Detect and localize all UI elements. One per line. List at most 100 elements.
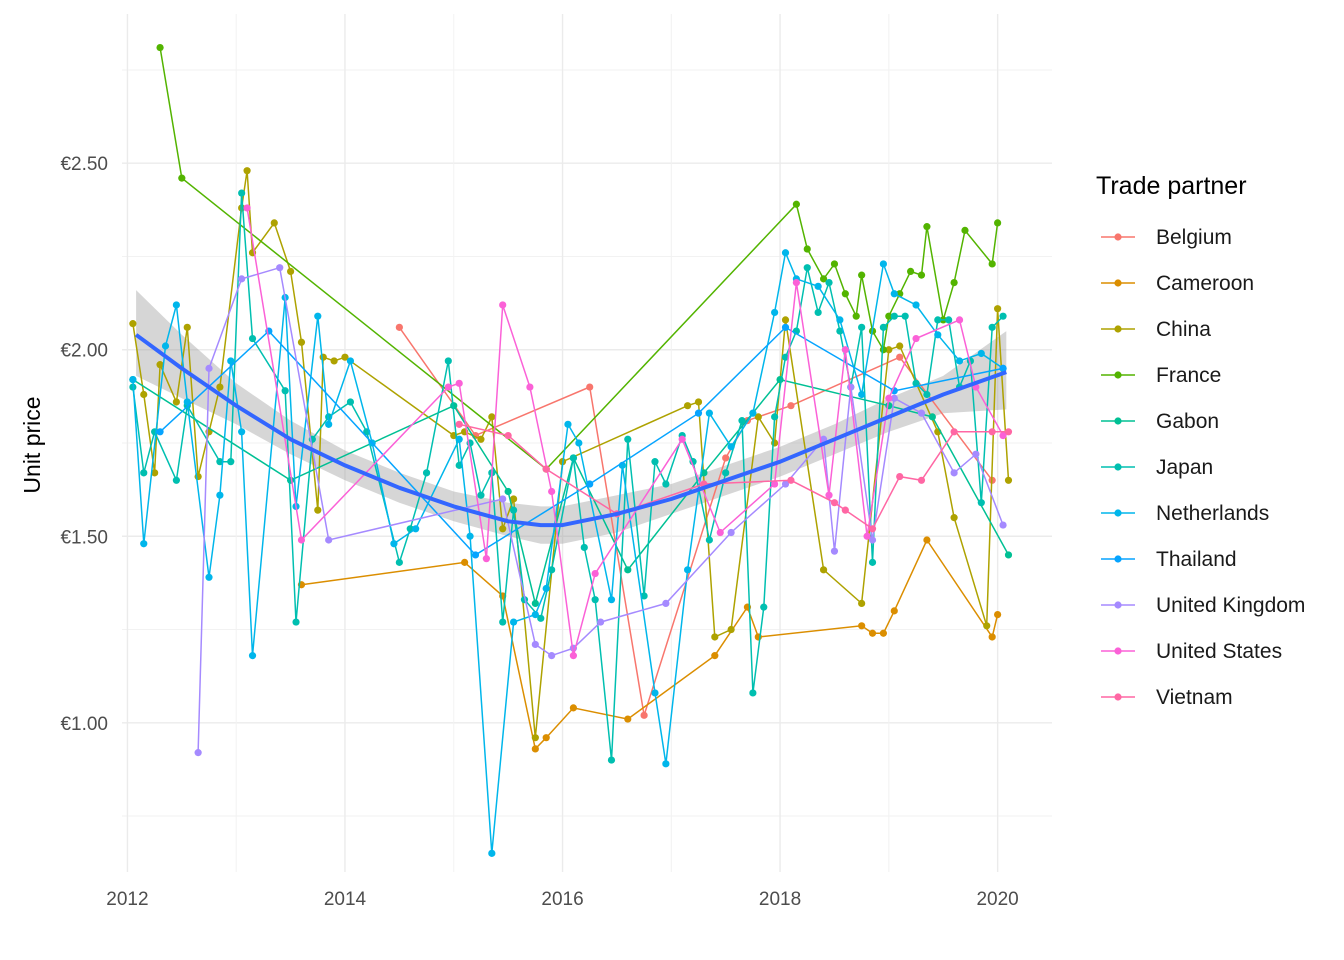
data-point-united-states xyxy=(499,301,507,309)
data-point-france xyxy=(988,260,996,268)
data-point-france xyxy=(803,245,811,253)
data-point-gabon xyxy=(1004,551,1013,559)
data-point-thailand xyxy=(586,480,594,488)
data-point-gabon xyxy=(504,487,512,496)
data-point-united-states xyxy=(526,383,534,391)
data-point-netherlands xyxy=(314,312,322,320)
data-point-japan xyxy=(422,469,431,477)
data-point-netherlands xyxy=(129,375,137,384)
data-point-belgium xyxy=(640,711,648,719)
data-point-united-states xyxy=(841,346,849,354)
data-point-france xyxy=(819,275,828,283)
data-point-united-kingdom xyxy=(847,383,855,391)
series-vietnam xyxy=(455,420,1013,533)
data-point-gabon xyxy=(531,599,539,608)
data-point-china xyxy=(819,566,828,574)
data-point-japan xyxy=(248,334,257,343)
data-point-japan xyxy=(172,476,180,484)
data-point-japan xyxy=(868,558,877,566)
legend: Trade partner Belgium Cameroon China France… xyxy=(1096,172,1305,709)
data-point-japan xyxy=(901,312,909,320)
legend-item-belgium: Belgium xyxy=(1101,226,1232,249)
data-point-netherlands xyxy=(531,611,539,619)
data-point-china xyxy=(156,361,164,369)
x-tick-label: 2020 xyxy=(976,889,1018,910)
series-line-thailand xyxy=(159,326,1004,556)
data-point-netherlands xyxy=(727,443,735,451)
data-point-china xyxy=(896,342,904,350)
data-point-japan xyxy=(569,454,578,462)
data-point-netherlands xyxy=(662,760,670,768)
x-tick-label: 2012 xyxy=(106,889,148,910)
data-point-china xyxy=(341,353,349,361)
data-point-united-kingdom xyxy=(205,364,213,372)
legend-label: Netherlands xyxy=(1156,502,1269,525)
data-point-netherlands xyxy=(227,357,235,365)
data-point-japan xyxy=(591,596,599,604)
data-point-united-states xyxy=(548,487,556,496)
data-point-france xyxy=(852,312,860,320)
data-point-united-kingdom xyxy=(917,409,926,417)
data-point-china xyxy=(477,435,485,443)
data-point-china xyxy=(950,514,958,522)
legend-label: United Kingdom xyxy=(1156,594,1305,617)
legend-label: Thailand xyxy=(1156,548,1237,571)
data-point-france xyxy=(792,200,800,208)
data-point-japan xyxy=(624,435,632,443)
legend-label: Belgium xyxy=(1156,226,1232,249)
series-line-gabon xyxy=(132,378,1010,604)
data-point-netherlands xyxy=(183,398,191,406)
legend-item-thailand: Thailand xyxy=(1101,548,1237,571)
data-point-china xyxy=(1004,476,1013,484)
legend-label: Gabon xyxy=(1156,410,1219,433)
data-point-china xyxy=(781,316,790,324)
legend-key-point xyxy=(1114,509,1122,517)
data-point-netherlands xyxy=(858,390,866,399)
data-point-united-states xyxy=(591,569,599,578)
x-tick-label: 2018 xyxy=(759,889,801,910)
series-line-vietnam xyxy=(459,423,1009,530)
legend-key-point xyxy=(1114,647,1122,655)
data-point-vietnam xyxy=(988,428,996,436)
data-point-united-kingdom xyxy=(662,599,670,608)
data-point-china xyxy=(129,320,137,328)
data-point-japan xyxy=(749,689,757,697)
data-point-belgium xyxy=(896,353,904,361)
data-point-france xyxy=(950,278,958,287)
data-point-japan xyxy=(499,618,507,626)
data-point-china xyxy=(314,506,322,514)
data-point-united-kingdom xyxy=(238,275,246,283)
data-point-belgium xyxy=(586,383,594,391)
legend-key-point xyxy=(1114,463,1122,471)
data-point-cameroon xyxy=(988,633,996,641)
confidence-band xyxy=(136,290,1007,544)
data-point-netherlands xyxy=(814,282,822,290)
series-line-united-kingdom xyxy=(197,266,1004,753)
smooth-trend-line xyxy=(134,333,1007,528)
data-point-france xyxy=(858,271,866,279)
data-point-china xyxy=(983,622,991,630)
data-point-japan xyxy=(879,323,888,331)
data-point-united-states xyxy=(999,431,1007,440)
data-point-united-kingdom xyxy=(727,528,735,537)
data-point-china xyxy=(330,357,338,365)
data-point-japan xyxy=(227,458,235,466)
data-point-china xyxy=(727,625,735,634)
data-point-vietnam xyxy=(896,472,904,481)
data-point-japan xyxy=(705,536,713,544)
data-point-china xyxy=(754,413,762,421)
data-point-gabon xyxy=(928,413,936,421)
grid-lines xyxy=(122,14,1052,872)
data-point-united-kingdom xyxy=(548,652,556,660)
data-point-united-kingdom xyxy=(868,536,877,544)
data-point-united-kingdom xyxy=(781,480,790,488)
data-point-france xyxy=(830,260,839,268)
data-point-netherlands xyxy=(390,540,398,548)
data-point-china xyxy=(172,398,180,406)
data-point-vietnam xyxy=(455,420,463,428)
data-point-netherlands xyxy=(890,290,898,298)
data-point-netherlands xyxy=(216,491,224,499)
data-point-united-states xyxy=(863,532,871,540)
legend-key-point xyxy=(1114,555,1122,563)
data-point-united-states xyxy=(792,278,800,287)
